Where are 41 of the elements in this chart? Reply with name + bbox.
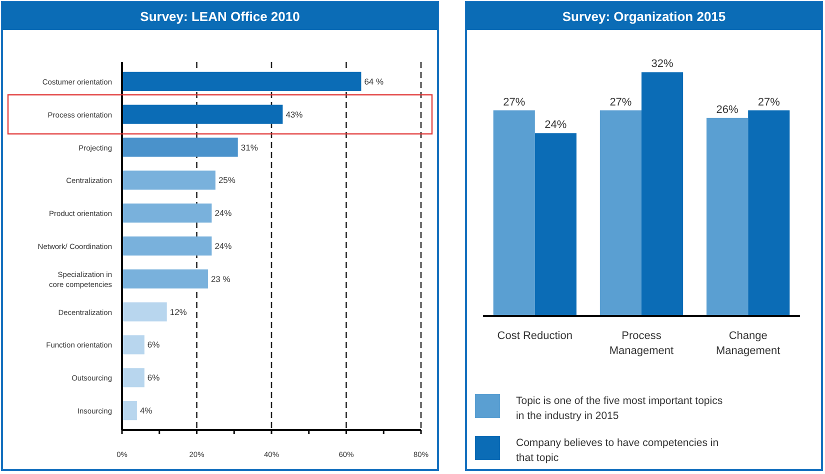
bar bbox=[122, 204, 212, 223]
bar bbox=[122, 170, 216, 190]
data-label: 26% bbox=[716, 104, 739, 116]
bar bbox=[122, 269, 208, 288]
x-tick-label: Change Management bbox=[716, 330, 780, 357]
bar bbox=[122, 335, 144, 354]
data-label: 24% bbox=[214, 241, 232, 251]
bar bbox=[748, 110, 790, 316]
data-label: 25% bbox=[218, 175, 236, 186]
data-label: 4% bbox=[140, 406, 153, 416]
chart-title: Survey: Organization 2015 bbox=[562, 9, 726, 24]
bar bbox=[493, 110, 535, 316]
bar bbox=[534, 133, 576, 316]
bar bbox=[122, 368, 144, 388]
legend-label: Company believes to have competencies in that topic bbox=[516, 437, 719, 464]
x-tick-label: Process Management bbox=[609, 330, 674, 357]
data-label: 6% bbox=[147, 372, 160, 383]
data-label: 27% bbox=[610, 96, 632, 108]
data-label: 6% bbox=[147, 340, 160, 350]
bar bbox=[122, 236, 212, 256]
data-label: 24% bbox=[544, 119, 567, 132]
bar bbox=[122, 401, 137, 420]
data-label: 12% bbox=[170, 306, 188, 317]
legend-label: Topic is one of the five most important topics in the industry in 2015 bbox=[516, 395, 723, 422]
data-label: 27% bbox=[758, 96, 780, 108]
x-tick-label: Cost Reduction bbox=[497, 330, 573, 342]
data-label: 43% bbox=[286, 109, 304, 120]
data-label: 31% bbox=[240, 142, 258, 152]
bar bbox=[122, 302, 167, 322]
chart-title: Survey: LEAN Office 2010 bbox=[140, 9, 300, 24]
bar bbox=[706, 118, 748, 316]
bar bbox=[122, 104, 283, 124]
data-label: 32% bbox=[651, 58, 674, 70]
bar bbox=[122, 72, 362, 91]
bar bbox=[600, 110, 642, 316]
data-label: 64 % bbox=[364, 76, 384, 86]
data-label: 24% bbox=[214, 208, 232, 218]
bar bbox=[642, 72, 684, 316]
data-label: 27% bbox=[503, 96, 526, 108]
data-label: 23 % bbox=[210, 274, 231, 284]
bar bbox=[122, 138, 238, 157]
